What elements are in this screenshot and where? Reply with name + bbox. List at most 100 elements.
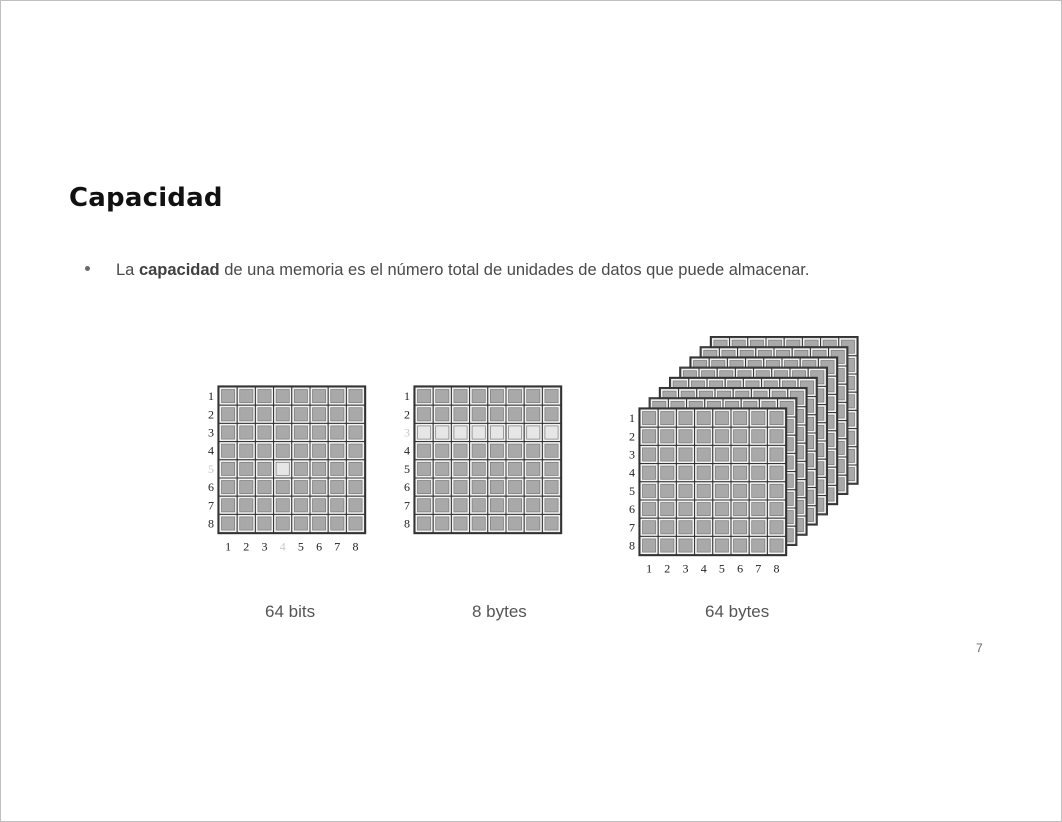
fig2-cell	[487, 441, 507, 461]
fig3-front-cell	[657, 481, 677, 501]
fig1-cell	[291, 495, 311, 515]
fig3-front-cell	[657, 463, 677, 483]
fig1-cell	[236, 495, 256, 515]
fig2-cell	[432, 441, 452, 461]
fig1-cell	[236, 513, 256, 534]
fig2-cell	[487, 495, 507, 515]
fig3-front-row-label: 3	[629, 448, 635, 462]
fig2-cell	[523, 477, 543, 497]
fig1-cell	[291, 386, 311, 406]
fig3-front-cell	[639, 426, 659, 446]
fig3-front-col-label: 8	[774, 562, 780, 576]
fig3-front-col-label: 6	[737, 562, 743, 576]
fig3-front-cell	[657, 535, 677, 556]
fig2-cell	[450, 513, 471, 534]
fig2-cell	[541, 459, 562, 479]
fig3-front-cell	[694, 481, 714, 501]
fig3-front-row-label: 2	[629, 429, 635, 443]
bullet-text-bold: capacidad	[138, 261, 220, 279]
fig3-front-cell	[675, 535, 696, 556]
fig3-front-cell	[748, 408, 768, 428]
fig1-cell	[327, 459, 347, 479]
fig3-front-cell	[730, 408, 750, 428]
caption-64-bits: 64 bits	[265, 602, 316, 621]
fig3-front-cell	[694, 517, 714, 537]
fig1-cell	[327, 513, 347, 534]
fig2-row-label: 8	[404, 517, 410, 531]
fig2-cell	[432, 459, 452, 479]
fig2-row-label: 7	[404, 498, 410, 512]
fig1-cell	[291, 477, 311, 497]
bullet-dot-icon	[85, 266, 90, 272]
fig1-cell	[273, 441, 293, 461]
fig2-cell	[414, 513, 434, 534]
fig1-col-label: 8	[353, 540, 359, 554]
fig1-cell	[236, 459, 256, 479]
fig1-cell	[254, 422, 275, 443]
fig3-front-cell	[675, 444, 696, 465]
fig1-cell	[236, 441, 256, 461]
fig1-cell	[273, 477, 293, 497]
fig3-front-cell	[675, 463, 696, 483]
fig2-cell	[432, 386, 452, 406]
fig3-front-col-label: 5	[719, 562, 725, 576]
fig2-cell	[469, 441, 489, 461]
fig1-cell	[218, 459, 238, 479]
fig1-col-label: 2	[243, 540, 249, 554]
fig2-cell	[505, 422, 525, 443]
fig1-cell	[345, 495, 366, 515]
fig3-front-cell	[694, 463, 714, 483]
fig1-cell	[327, 495, 347, 515]
fig1-cell	[254, 513, 275, 534]
fig1-cell	[254, 404, 275, 424]
fig3-front-cell	[639, 408, 659, 428]
page-number: 7	[976, 641, 983, 655]
fig1-cell	[218, 404, 238, 424]
fig2-cell	[523, 386, 543, 406]
fig1-cell	[309, 459, 329, 479]
fig1-row-label: 3	[208, 426, 214, 440]
fig1-cell	[327, 386, 347, 406]
fig2-cell	[450, 441, 471, 461]
fig3-front-cell	[694, 499, 714, 519]
fig3-front-cell	[639, 517, 659, 537]
fig3-front-cell	[748, 481, 768, 501]
fig2-cell	[414, 422, 434, 443]
fig2-cell	[414, 441, 434, 461]
fig3-front-cell	[766, 481, 787, 501]
fig3-front-cell	[712, 499, 732, 519]
fig1-cell	[236, 477, 256, 497]
fig3-front-row-label: 5	[629, 484, 635, 498]
fig3-front-cell	[712, 517, 732, 537]
fig2-cell	[541, 477, 562, 497]
fig2-cell	[450, 495, 471, 515]
fig2-cell	[505, 441, 525, 461]
fig3-front-cell	[657, 517, 677, 537]
fig1-cell	[291, 404, 311, 424]
fig2-cell	[523, 495, 543, 515]
fig1-cell	[309, 441, 329, 461]
fig2-cell	[523, 513, 543, 534]
fig2-row-label: 3	[404, 426, 410, 440]
fig1-cell	[345, 422, 366, 443]
fig1-cell	[273, 513, 293, 534]
fig1-cell	[309, 422, 329, 443]
fig1-cell	[327, 422, 347, 443]
fig1-cell	[218, 513, 238, 534]
fig2-row-label: 2	[404, 407, 410, 421]
fig1-cell	[327, 441, 347, 461]
fig1-cell	[345, 441, 366, 461]
fig1-row-label: 8	[208, 517, 214, 531]
fig2-cell	[414, 495, 434, 515]
fig3-front-cell	[675, 426, 696, 446]
fig2-cell	[450, 386, 471, 406]
fig1-cell	[254, 477, 275, 497]
fig1-cell	[273, 459, 293, 479]
fig1-cell	[291, 422, 311, 443]
fig3-front-cell	[657, 426, 677, 446]
fig2-cell	[541, 386, 562, 406]
